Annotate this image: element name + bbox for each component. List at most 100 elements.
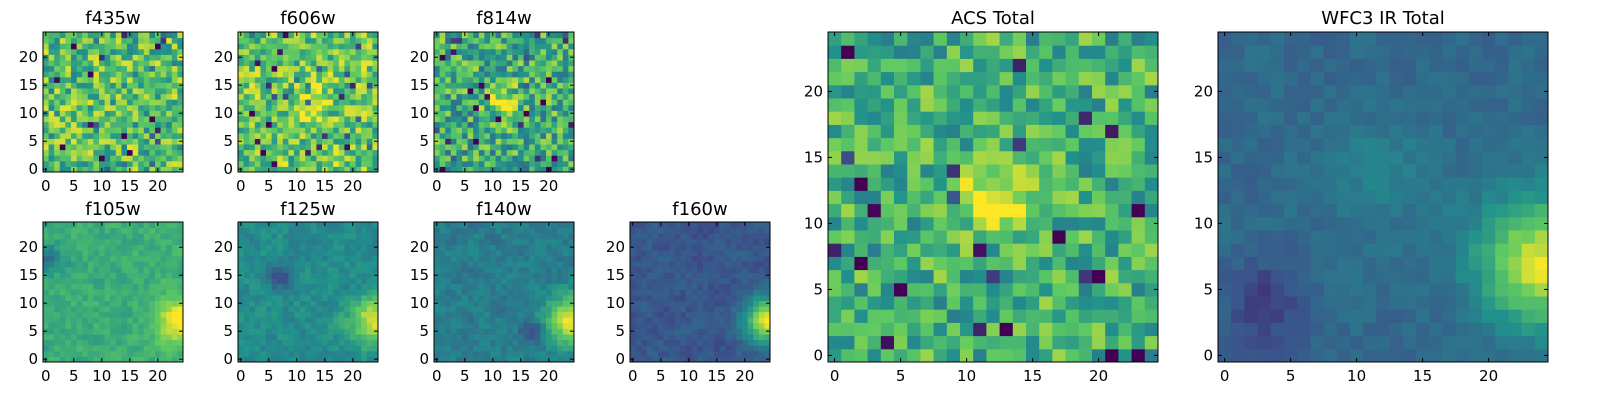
heatmap-cell <box>529 132 536 139</box>
heatmap-cell <box>1092 190 1106 205</box>
heatmap-cell <box>697 233 704 240</box>
heatmap-cell <box>456 300 463 307</box>
heatmap-cell <box>501 60 508 67</box>
heatmap-cell <box>462 317 469 324</box>
heatmap-cell <box>562 345 569 352</box>
heatmap-cell <box>674 266 681 273</box>
heatmap-cell <box>719 272 726 279</box>
heatmap-cell <box>540 306 547 313</box>
heatmap-cell <box>155 328 162 335</box>
heatmap-cell <box>506 48 513 55</box>
heatmap-cell <box>854 322 869 337</box>
heatmap-cell <box>501 345 508 352</box>
heatmap-cell <box>674 255 681 262</box>
heatmap-cell <box>316 334 323 341</box>
heatmap-cell <box>1026 348 1040 363</box>
heatmap-cell <box>177 255 184 262</box>
heatmap-cell <box>434 317 441 324</box>
heatmap-cell <box>512 54 519 61</box>
heatmap-cell <box>562 222 569 229</box>
heatmap-cell <box>467 76 474 83</box>
heatmap-cell <box>372 278 379 285</box>
heatmap-cell <box>48 350 55 357</box>
heatmap-cell <box>719 356 726 363</box>
heatmap-cell <box>271 222 278 229</box>
heatmap-cell <box>48 93 55 100</box>
heatmap-cell <box>686 278 693 285</box>
heatmap-cell <box>87 110 94 117</box>
heatmap-cell <box>736 311 743 318</box>
heatmap-cell <box>495 350 502 357</box>
heatmap-cell <box>65 339 72 346</box>
heatmap-cell <box>456 116 463 123</box>
heatmap-cell <box>986 282 1001 297</box>
heatmap-cell <box>260 48 267 55</box>
heatmap-cell <box>462 144 469 151</box>
heatmap-cell <box>143 294 150 301</box>
heatmap-cell <box>115 93 122 100</box>
heatmap-cell <box>1026 243 1040 257</box>
heatmap-cell <box>171 317 178 324</box>
heatmap-cell <box>350 155 357 162</box>
heatmap-cell <box>243 322 250 329</box>
heatmap-cell <box>294 294 301 301</box>
heatmap-cell <box>327 48 334 55</box>
heatmap-cell <box>260 54 267 61</box>
heatmap-cell <box>238 160 245 167</box>
heatmap-cell <box>171 99 178 106</box>
heatmap-cell <box>1144 309 1159 323</box>
heatmap-cell <box>562 244 569 251</box>
heatmap-cell <box>104 82 111 89</box>
heatmap-cell <box>366 283 373 290</box>
heatmap-cell <box>305 88 312 95</box>
heatmap-cell <box>562 317 569 324</box>
heatmap-cell <box>562 48 569 55</box>
heatmap-cell <box>669 334 676 341</box>
heatmap-cell <box>658 238 665 245</box>
heatmap-cell <box>59 54 66 61</box>
heatmap-cell <box>450 227 457 234</box>
heatmap-cell <box>143 261 150 268</box>
heatmap-cell <box>490 104 497 111</box>
heatmap-cell <box>266 289 273 296</box>
heatmap-cell <box>271 272 278 279</box>
heatmap-cell <box>490 60 497 67</box>
heatmap-cell <box>456 334 463 341</box>
heatmap-cell <box>652 350 659 357</box>
heatmap-cell <box>48 233 55 240</box>
heatmap-cell <box>880 256 895 271</box>
heatmap-cell <box>171 76 178 83</box>
heatmap-cell <box>76 132 83 139</box>
heatmap-cell <box>999 309 1014 323</box>
heatmap-cell <box>506 116 513 123</box>
heatmap-cell <box>736 289 743 296</box>
heatmap-cell <box>1131 243 1146 257</box>
heatmap-cell <box>155 289 162 296</box>
heatmap-cell <box>641 227 648 234</box>
heatmap-cell <box>501 255 508 262</box>
heatmap-cell <box>254 144 261 151</box>
heatmap-cell <box>495 278 502 285</box>
heatmap-cell <box>65 110 72 117</box>
heatmap-cell <box>43 334 50 341</box>
heatmap-cell <box>254 93 261 100</box>
heatmap-cell <box>462 238 469 245</box>
heatmap-cell <box>546 233 553 240</box>
heatmap-cell <box>254 127 261 134</box>
heatmap-cell <box>450 65 457 72</box>
heatmap-cell <box>143 311 150 318</box>
heatmap-cell <box>104 60 111 67</box>
heatmap-cell <box>529 43 536 50</box>
heatmap-cell <box>686 345 693 352</box>
heatmap-cell <box>115 76 122 83</box>
heatmap-cell <box>473 334 480 341</box>
heatmap-cell <box>534 233 541 240</box>
heatmap-cell <box>316 350 323 357</box>
heatmap-cell <box>333 110 340 117</box>
heatmap-cell <box>501 37 508 44</box>
heatmap-cell <box>467 233 474 240</box>
heatmap-cell <box>747 350 754 357</box>
heatmap-cell <box>630 227 637 234</box>
heatmap-cell <box>322 132 329 139</box>
heatmap-cell <box>249 127 256 134</box>
